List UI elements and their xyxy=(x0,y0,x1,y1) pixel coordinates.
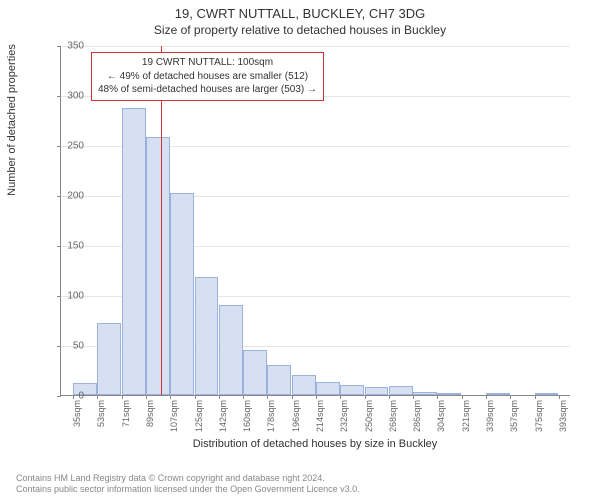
histogram-bar xyxy=(535,393,559,395)
histogram-bar xyxy=(219,305,243,395)
histogram-bar xyxy=(486,393,510,395)
x-tick-label: 393sqm xyxy=(558,400,568,440)
y-axis-label: Number of detached properties xyxy=(6,20,18,220)
histogram-bar xyxy=(316,382,340,395)
footer-line-1: Contains HM Land Registry data © Crown c… xyxy=(16,473,360,485)
histogram-bar xyxy=(146,137,170,395)
annotation-line-3: 48% of semi-detached houses are larger (… xyxy=(98,83,317,97)
chart-container: 19, CWRT NUTTALL, BUCKLEY, CH7 3DG Size … xyxy=(0,0,600,500)
x-tick-label: 286sqm xyxy=(412,400,422,440)
x-tick-label: 214sqm xyxy=(315,400,325,440)
footer-text: Contains HM Land Registry data © Crown c… xyxy=(16,473,360,496)
histogram-bar xyxy=(267,365,291,395)
annotation-line-1: 19 CWRT NUTTALL: 100sqm xyxy=(98,56,317,70)
x-tick-label: 125sqm xyxy=(194,400,204,440)
x-tick-label: 304sqm xyxy=(436,400,446,440)
x-tick xyxy=(486,395,487,399)
histogram-bar xyxy=(389,386,413,395)
histogram-bar xyxy=(97,323,121,395)
histogram-bar xyxy=(340,385,364,395)
x-tick xyxy=(122,395,123,399)
x-tick xyxy=(170,395,171,399)
y-tick-label: 150 xyxy=(44,241,84,252)
plot-area: 19 CWRT NUTTALL: 100sqm ← 49% of detache… xyxy=(60,46,570,396)
x-tick-label: 89sqm xyxy=(145,400,155,440)
histogram-bar xyxy=(437,393,461,395)
x-tick xyxy=(535,395,536,399)
x-tick-label: 142sqm xyxy=(218,400,228,440)
x-tick-label: 53sqm xyxy=(96,400,106,440)
y-tick-label: 350 xyxy=(44,41,84,52)
y-tick-label: 300 xyxy=(44,91,84,102)
x-tick xyxy=(510,395,511,399)
x-tick xyxy=(292,395,293,399)
x-tick-label: 321sqm xyxy=(461,400,471,440)
x-tick-label: 268sqm xyxy=(388,400,398,440)
x-tick xyxy=(243,395,244,399)
histogram-bar xyxy=(122,108,146,395)
x-tick-label: 357sqm xyxy=(509,400,519,440)
histogram-bar xyxy=(170,193,194,395)
chart-subtitle: Size of property relative to detached ho… xyxy=(0,21,600,37)
x-tick-label: 250sqm xyxy=(364,400,374,440)
x-tick-label: 71sqm xyxy=(121,400,131,440)
x-tick xyxy=(340,395,341,399)
chart-title: 19, CWRT NUTTALL, BUCKLEY, CH7 3DG xyxy=(0,0,600,21)
y-tick-label: 50 xyxy=(44,341,84,352)
x-tick xyxy=(365,395,366,399)
histogram-bar xyxy=(243,350,267,395)
x-tick-label: 196sqm xyxy=(291,400,301,440)
histogram-bar xyxy=(365,387,389,395)
x-tick xyxy=(413,395,414,399)
x-tick-label: 375sqm xyxy=(534,400,544,440)
y-tick-label: 100 xyxy=(44,291,84,302)
footer-line-2: Contains public sector information licen… xyxy=(16,484,360,496)
x-tick xyxy=(97,395,98,399)
x-tick xyxy=(219,395,220,399)
x-tick xyxy=(437,395,438,399)
x-tick xyxy=(146,395,147,399)
x-tick xyxy=(559,395,560,399)
histogram-bar xyxy=(292,375,316,395)
histogram-bar xyxy=(195,277,219,395)
x-tick xyxy=(195,395,196,399)
x-tick-label: 178sqm xyxy=(266,400,276,440)
x-tick-label: 107sqm xyxy=(169,400,179,440)
x-tick-label: 160sqm xyxy=(242,400,252,440)
x-tick xyxy=(267,395,268,399)
histogram-bar xyxy=(413,392,437,395)
x-tick-label: 35sqm xyxy=(72,400,82,440)
annotation-line-2: ← 49% of detached houses are smaller (51… xyxy=(98,70,317,84)
x-tick xyxy=(316,395,317,399)
y-tick-label: 250 xyxy=(44,141,84,152)
x-tick xyxy=(389,395,390,399)
annotation-box: 19 CWRT NUTTALL: 100sqm ← 49% of detache… xyxy=(91,52,324,101)
x-tick xyxy=(462,395,463,399)
x-tick-label: 232sqm xyxy=(339,400,349,440)
grid-line xyxy=(61,46,570,47)
x-tick-label: 339sqm xyxy=(485,400,495,440)
y-tick-label: 200 xyxy=(44,191,84,202)
